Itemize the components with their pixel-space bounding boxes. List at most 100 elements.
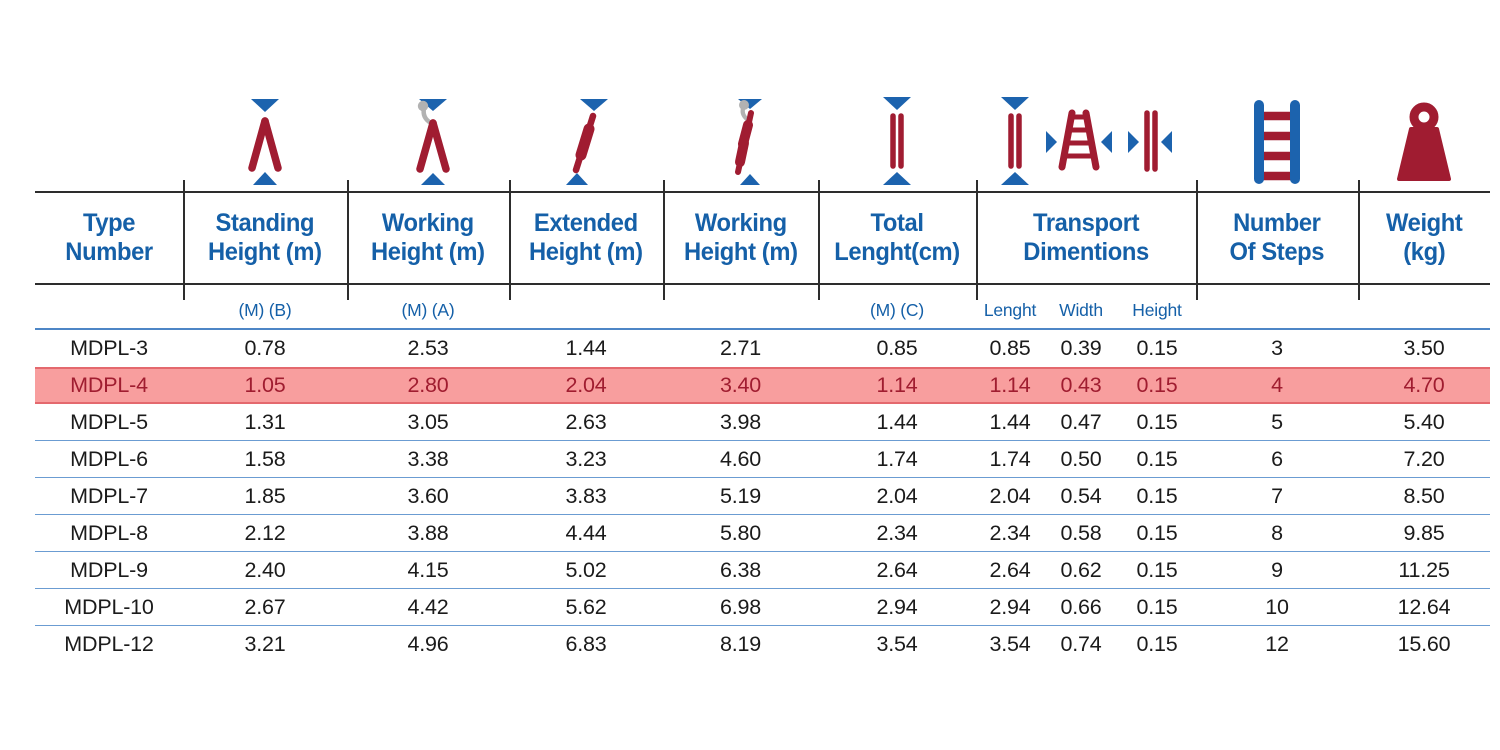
subheader-blank [509, 321, 663, 328]
subheader-blank [663, 321, 818, 328]
table-cell: 2.94 [989, 594, 1031, 619]
table-cell: 1.14 [989, 373, 1031, 397]
table-row: MDPL-7 1.85 3.60 3.83 5.19 2.04 2.04 0.54 0.15 7 8… [35, 478, 1490, 515]
table-cell: 6.83 [565, 632, 607, 656]
table-row: MDPL-8 2.12 3.88 4.44 5.80 2.34 2.34 0.58 0.15 8 9… [35, 515, 1490, 552]
ladder-steps-icon [1254, 100, 1300, 184]
table-cell: 1.44 [989, 409, 1031, 434]
table-cell: 4 [1271, 373, 1283, 397]
table-cell: 0.15 [1136, 373, 1178, 397]
table-cell: 7.20 [1403, 446, 1445, 471]
row-type-number: MDPL-7 [70, 483, 148, 508]
table-cell: 8.19 [719, 632, 762, 656]
table-cell: 6 [1271, 446, 1283, 471]
transport-width-icon [1046, 109, 1112, 171]
table-cell: 4.96 [407, 632, 449, 656]
table-cell: 0.15 [1136, 520, 1178, 545]
table-cell: 0.15 [1136, 483, 1178, 508]
table-header-row: Type Number Standing Height (m) Working … [35, 191, 1490, 285]
table-cell: 3.40 [719, 373, 762, 397]
col-header-weight: Weight (kg) [1385, 208, 1463, 267]
table-row: MDPL-10 2.67 4.42 5.62 6.98 2.94 2.94 0.66 0.15 1… [35, 589, 1490, 626]
table-cell: 1.74 [876, 446, 918, 471]
table-cell: 5.02 [565, 557, 607, 582]
column-divider [509, 180, 511, 300]
table-cell: 12.64 [1397, 594, 1451, 619]
table-cell: 1.31 [244, 409, 286, 434]
column-divider [663, 180, 665, 300]
table-cell: 5.62 [565, 594, 607, 619]
table-cell: 1.44 [876, 409, 918, 434]
table-body: MDPL-3 0.78 2.53 1.44 2.71 0.85 0.85 0.39 0.15 3 3… [35, 330, 1490, 663]
table-cell: 0.54 [1060, 483, 1102, 508]
column-divider [1196, 180, 1198, 300]
row-type-number: MDPL-12 [64, 632, 154, 656]
table-cell: 2.04 [565, 373, 607, 397]
col-header-standing-height: Standing Height (m) [208, 208, 322, 267]
table-cell: 5 [1271, 409, 1283, 434]
table-cell: 0.15 [1136, 446, 1178, 471]
subheader-transport-width: Width [1059, 300, 1103, 320]
table-cell: 0.47 [1060, 409, 1102, 434]
table-row: MDPL-9 2.40 4.15 5.02 6.38 2.64 2.64 0.62 0.15 9 1… [35, 552, 1490, 589]
table-cell: 3.54 [876, 632, 918, 656]
table-cell: 0.15 [1136, 409, 1178, 434]
table-cell: 2.94 [876, 594, 918, 619]
col-header-working-height: Working Height (m) [371, 208, 485, 267]
table-cell: 6.98 [719, 594, 762, 619]
table-cell: 0.85 [989, 336, 1031, 360]
column-divider [347, 180, 349, 300]
table-cell: 1.44 [565, 336, 607, 360]
table-cell: 3.05 [407, 409, 449, 434]
table-cell: 2.63 [565, 409, 607, 434]
table-cell: 0.58 [1060, 520, 1102, 545]
table-cell: 7 [1271, 483, 1283, 508]
column-divider [818, 180, 820, 300]
table-row: MDPL-4 1.05 2.80 2.04 3.40 1.14 1.14 0.43 0.15 4 4… [35, 367, 1490, 404]
table-cell: 3.50 [1403, 336, 1445, 360]
table-cell: 0.15 [1136, 632, 1178, 656]
table-cell: 3.88 [407, 520, 449, 545]
table-cell: 2.04 [989, 483, 1031, 508]
table-cell: 4.70 [1403, 373, 1445, 397]
a-frame-standing-height-icon [248, 99, 282, 185]
table-row: MDPL-6 1.58 3.38 3.23 4.60 1.74 1.74 0.50 0.15 6 7… [35, 441, 1490, 478]
table-cell: 6.38 [719, 557, 762, 582]
icons-row [35, 95, 1490, 191]
table-subheader-row: (M) (B) (M) (A) (M) (C) Lenght Width Hei… [35, 285, 1490, 330]
table-cell: 0.74 [1060, 632, 1102, 656]
table-cell: 3.23 [565, 446, 607, 471]
transport-dimensions-icons [976, 96, 1196, 191]
table-cell: 4.42 [407, 594, 449, 619]
row-type-number: MDPL-5 [70, 409, 148, 434]
table-cell: 2.40 [244, 557, 286, 582]
table-cell: 4.44 [565, 520, 607, 545]
subheader-total-length: (M) (C) [870, 300, 924, 320]
table-cell: 3 [1271, 336, 1283, 360]
col-header-total-length: Total Lenght(cm) [834, 208, 960, 267]
table-cell: 0.15 [1136, 594, 1178, 619]
row-type-number: MDPL-10 [64, 594, 154, 619]
icon-spacer [35, 186, 183, 191]
table-cell: 0.39 [1060, 336, 1102, 360]
table-cell: 0.78 [244, 336, 286, 360]
table-cell: 4.60 [719, 446, 762, 471]
row-type-number: MDPL-4 [70, 373, 148, 397]
column-divider [976, 180, 978, 300]
extended-ladder-working-height-icon [734, 99, 762, 185]
table-cell: 1.74 [989, 446, 1031, 471]
table-cell: 5.19 [719, 483, 762, 508]
table-cell: 10 [1265, 594, 1289, 619]
table-cell: 5.40 [1403, 409, 1445, 434]
col-header-transport-dimensions: Transport Dimentions [1023, 208, 1149, 267]
table-cell: 0.15 [1136, 336, 1178, 360]
folded-ladder-length-icon [883, 97, 911, 185]
table-cell: 2.53 [407, 336, 449, 360]
table-cell: 2.34 [876, 520, 918, 545]
row-type-number: MDPL-3 [70, 336, 148, 360]
table-cell: 3.60 [407, 483, 449, 508]
table-cell: 3.54 [989, 632, 1031, 656]
table-cell: 0.85 [876, 336, 918, 360]
table-cell: 2.34 [989, 520, 1031, 545]
table-cell: 0.66 [1060, 594, 1102, 619]
